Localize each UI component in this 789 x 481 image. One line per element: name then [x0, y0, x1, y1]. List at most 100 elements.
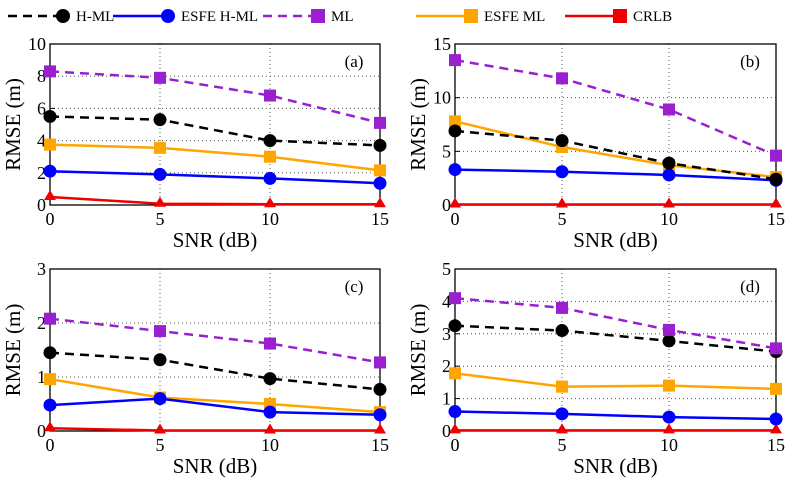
data-point-h-ml: [373, 382, 387, 396]
data-point-h-ml: [662, 156, 676, 170]
data-point-esfe-h-ml: [555, 407, 569, 421]
data-point-esfe-h-ml: [153, 167, 167, 181]
x-axis-label: SNR (dB): [573, 454, 658, 478]
x-tick-label: 5: [156, 435, 165, 455]
data-point-esfe-ml: [556, 380, 568, 393]
data-point-ml: [449, 54, 461, 67]
data-point-ml: [44, 65, 56, 78]
data-point-h-ml: [43, 109, 57, 123]
x-tick-label: 0: [451, 435, 460, 455]
data-point-crlb: [154, 423, 166, 434]
y-tick-label: 0: [37, 195, 46, 215]
series-line-h-ml: [49, 351, 381, 391]
data-point-esfe-h-ml: [43, 164, 57, 178]
y-tick-label: 3: [37, 259, 46, 279]
data-point-ml: [154, 71, 166, 84]
y-tick-label: 6: [37, 98, 46, 118]
data-point-esfe-ml: [663, 379, 675, 392]
grid: [50, 269, 380, 431]
legend-label-crlb: CRLB: [633, 9, 672, 25]
x-tick-label: 10: [261, 435, 279, 455]
grid: [455, 269, 776, 431]
y-tick-label: 1: [442, 389, 451, 409]
series-ml: [44, 65, 386, 129]
axes-frame: [49, 268, 381, 432]
legend-label-h-ml: H-ML: [76, 9, 114, 25]
series-crlb: [449, 197, 782, 208]
panel-a: 0 2 4 6 8 10 0 5 10 15 SNR (dB) RMSE (m) (a): [1, 34, 389, 252]
y-tick-label: 0: [442, 421, 451, 441]
x-axis-label: SNR (dB): [573, 228, 658, 252]
data-point-esfe-ml: [44, 138, 56, 151]
data-point-h-ml: [153, 113, 167, 127]
data-point-crlb: [374, 197, 386, 208]
data-point-h-ml: [153, 353, 167, 367]
data-point-ml: [44, 312, 56, 325]
y-axis-label: RMSE (m): [1, 78, 25, 171]
y-tick-label: 3: [442, 324, 451, 344]
data-point-ml: [556, 72, 568, 85]
x-tick-label: 5: [156, 209, 165, 229]
data-point-ml: [663, 103, 675, 116]
x-tick-label: 5: [558, 209, 567, 229]
data-point-crlb: [264, 197, 276, 208]
series-h-ml: [43, 109, 387, 152]
series-line-ml: [454, 296, 777, 350]
panel-d: 0 1 2 3 4 5 0 5 10 15 SNR (dB) RMSE (m) (d): [406, 259, 785, 478]
x-tick-label: 0: [451, 209, 460, 229]
y-tick-label: 5: [442, 141, 451, 161]
y-axis-label: RMSE (m): [406, 78, 430, 171]
series-line-esfe-h-ml: [454, 410, 777, 421]
data-point-h-ml: [662, 334, 676, 348]
data-point-crlb: [663, 423, 675, 434]
series-line-esfe-h-ml: [49, 169, 381, 185]
series-line-esfe-ml: [454, 372, 777, 391]
grid: [455, 44, 776, 205]
data-point-h-ml: [448, 319, 462, 333]
data-point-crlb: [264, 423, 276, 434]
legend-marker-ml: [311, 9, 325, 23]
y-tick-label: 2: [37, 163, 46, 183]
series-line-esfe-h-ml: [49, 397, 381, 417]
data-point-crlb: [770, 197, 782, 208]
series-esfe-h-ml: [43, 164, 387, 190]
panel-b: 0 5 10 15 0 5 10 15 SNR (dB) RMSE (m) (b): [406, 34, 785, 252]
y-tick-label: 0: [37, 421, 46, 441]
legend-label-esfe-h-ml: ESFE H-ML: [181, 9, 258, 25]
panel-tag: (c): [345, 277, 364, 296]
legend-marker-crlb: [613, 9, 627, 23]
data-point-esfe-h-ml: [448, 163, 462, 177]
y-axis-label: RMSE (m): [1, 304, 25, 397]
series-esfe-h-ml: [448, 405, 783, 426]
series-h-ml: [448, 319, 783, 359]
series-line-ml: [454, 58, 777, 157]
y-tick-label: 2: [37, 313, 46, 333]
series-line-ml: [49, 317, 381, 364]
data-point-crlb: [44, 189, 56, 200]
panel-tag: (b): [740, 52, 760, 71]
legend-marker-esfe-h-ml: [161, 9, 175, 23]
data-point-esfe-h-ml: [769, 412, 783, 426]
x-axis-label: SNR (dB): [173, 454, 258, 478]
data-point-esfe-ml: [154, 141, 166, 154]
data-point-esfe-h-ml: [555, 165, 569, 179]
x-tick-label: 10: [660, 435, 678, 455]
series-crlb: [449, 423, 782, 434]
data-point-esfe-h-ml: [373, 176, 387, 190]
series-line-ml: [49, 70, 381, 125]
x-tick-label: 5: [558, 435, 567, 455]
data-point-crlb: [770, 423, 782, 434]
data-point-h-ml: [373, 138, 387, 152]
data-point-esfe-h-ml: [373, 408, 387, 422]
y-tick-label: 0: [442, 195, 451, 215]
x-tick-label: 15: [767, 435, 785, 455]
x-tick-label: 0: [46, 209, 55, 229]
data-point-esfe-h-ml: [662, 168, 676, 182]
series-line-h-ml: [49, 115, 381, 147]
series-line-h-ml: [454, 324, 777, 353]
data-point-h-ml: [263, 372, 277, 386]
legend-label-esfe-ml: ESFE ML: [484, 9, 545, 25]
data-point-ml: [374, 116, 386, 129]
data-point-crlb: [449, 423, 461, 434]
series-ml: [44, 312, 386, 369]
